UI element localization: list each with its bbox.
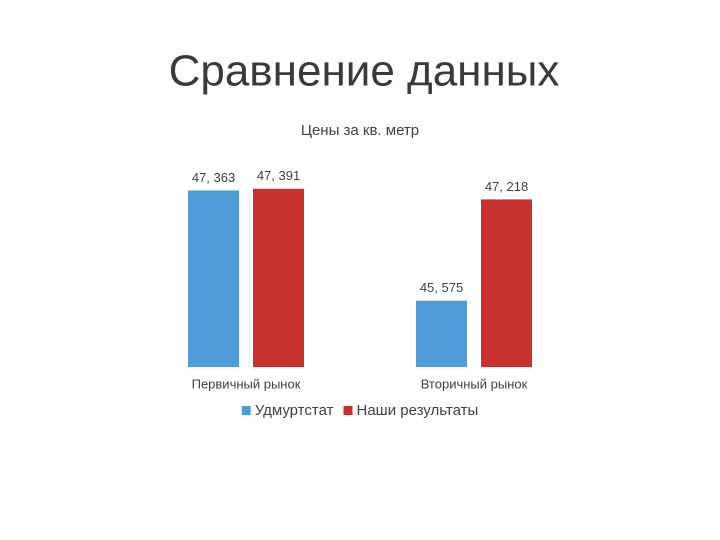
value-label: 47, 391 <box>257 168 300 183</box>
bar <box>416 300 467 367</box>
value-label: 47, 363 <box>192 170 235 185</box>
bar <box>188 190 239 367</box>
legend-label: Удмуртстат <box>255 402 334 419</box>
value-label: 45, 575 <box>420 280 463 295</box>
chart-title: Цены за кв. метр <box>301 122 419 139</box>
legend-swatch <box>343 406 353 415</box>
legend-swatch <box>241 406 251 415</box>
slide-title: Сравнение данных <box>169 47 560 96</box>
x-tick-label: Вторичный рынок <box>421 376 528 391</box>
value-label: 47, 218 <box>485 179 528 194</box>
bar <box>253 188 304 367</box>
legend-label: Наши результаты <box>356 402 478 419</box>
bar <box>481 199 532 367</box>
x-tick-label: Первичный рынок <box>192 376 301 391</box>
